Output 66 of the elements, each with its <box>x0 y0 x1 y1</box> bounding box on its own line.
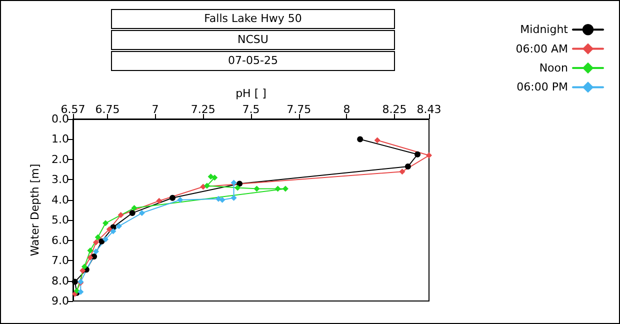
point <box>426 152 432 158</box>
point <box>116 223 122 230</box>
point <box>170 194 176 201</box>
point <box>208 174 214 180</box>
y-tick-label: 2.0 <box>52 152 69 166</box>
point <box>399 168 406 175</box>
point <box>138 210 145 216</box>
point <box>94 234 101 240</box>
point <box>254 186 260 192</box>
point <box>92 239 99 246</box>
point <box>234 184 241 191</box>
y-tick-label: 4.0 <box>52 193 69 206</box>
legend-label: 06:00 AM <box>516 42 568 56</box>
point <box>131 204 138 211</box>
y-tick-label: 9.0 <box>52 294 69 308</box>
point <box>219 196 226 203</box>
x-tick-label: 6.75 <box>95 103 120 116</box>
point <box>282 186 288 192</box>
point <box>87 254 94 261</box>
point <box>204 182 210 189</box>
x-tick-label: 7.25 <box>190 103 216 116</box>
point <box>129 210 136 216</box>
y-tick-label: 5.0 <box>52 214 69 227</box>
point <box>106 226 112 232</box>
x-tick-label: 8 <box>343 103 350 116</box>
point <box>118 212 124 218</box>
point <box>230 180 237 186</box>
point <box>236 180 243 187</box>
chart-subtitle: NCSU <box>111 30 395 50</box>
legend-label: Noon <box>539 62 568 74</box>
point <box>156 198 162 204</box>
point <box>404 164 411 170</box>
point <box>230 194 237 201</box>
x-tick-label: 7.75 <box>286 103 312 116</box>
y-tick-label: 8.0 <box>52 274 69 288</box>
text: 07-05-25 <box>111 51 395 71</box>
x-axis-title: pH [ ] <box>236 87 266 100</box>
point <box>80 268 86 274</box>
chart-title: Falls Lake Hwy 50 <box>111 9 395 29</box>
point <box>357 136 364 142</box>
y-tick-label: 3.0 <box>52 173 69 186</box>
y-axis-title: Water Depth [m] <box>28 164 42 256</box>
y-tick-label: 1.0 <box>52 132 69 146</box>
point <box>414 151 421 158</box>
y-tick-label: 7.0 <box>52 254 69 268</box>
point <box>110 228 116 234</box>
point <box>374 137 380 144</box>
point <box>92 248 99 254</box>
point <box>87 247 94 254</box>
point <box>215 196 222 202</box>
point <box>98 238 105 244</box>
y-tick-label: 6.0 <box>52 234 69 247</box>
point <box>72 278 78 285</box>
x-tick-label: 8.43 <box>416 103 442 116</box>
point <box>78 288 84 295</box>
point <box>81 264 88 270</box>
x-tick-label: 7 <box>152 103 159 116</box>
legend-label: 06:00 PM <box>516 80 568 94</box>
point <box>274 186 281 192</box>
x-tick-label: 7.5 <box>242 103 260 116</box>
legend-label: Midnight <box>520 23 569 36</box>
point <box>212 174 218 181</box>
x-tick-label: 8.25 <box>382 103 407 116</box>
point <box>102 236 109 242</box>
point <box>177 196 184 203</box>
point <box>102 220 109 226</box>
